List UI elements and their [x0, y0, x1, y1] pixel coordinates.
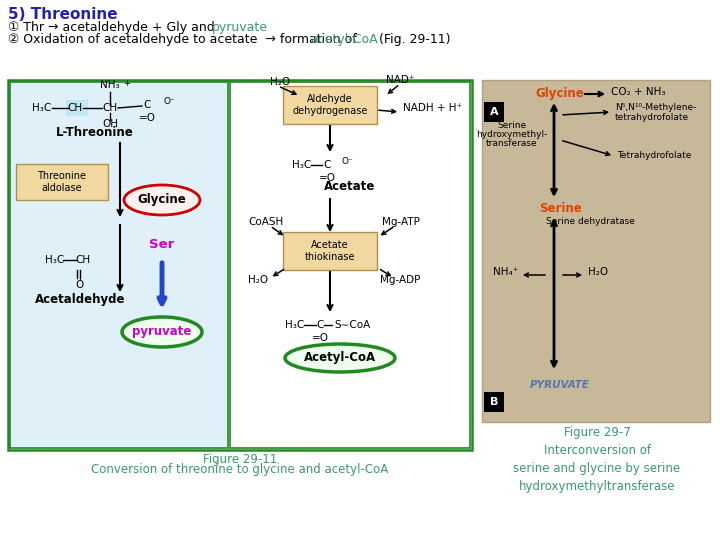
Text: Glycine: Glycine	[536, 87, 585, 100]
FancyBboxPatch shape	[283, 232, 377, 270]
Text: N⁵,N¹⁰-Methylene-: N⁵,N¹⁰-Methylene-	[615, 103, 696, 112]
Ellipse shape	[285, 344, 395, 372]
Text: H₃C: H₃C	[45, 255, 65, 265]
Text: Threonine
aldolase: Threonine aldolase	[37, 171, 86, 193]
FancyBboxPatch shape	[482, 80, 710, 422]
Text: A: A	[490, 107, 498, 117]
Text: H₂O: H₂O	[248, 275, 268, 285]
FancyBboxPatch shape	[10, 82, 228, 448]
Text: O: O	[76, 280, 84, 290]
Text: O⁻: O⁻	[163, 98, 175, 106]
Text: C: C	[143, 100, 150, 110]
FancyBboxPatch shape	[484, 392, 504, 412]
Text: transferase: transferase	[486, 139, 538, 148]
Text: Aldehyde
dehydrogenase: Aldehyde dehydrogenase	[292, 94, 368, 116]
Text: CH: CH	[102, 103, 117, 113]
Text: Ser: Ser	[149, 239, 175, 252]
Text: CoASH: CoASH	[248, 217, 283, 227]
Text: Acetyl-CoA: Acetyl-CoA	[304, 352, 376, 365]
Text: CH: CH	[68, 103, 83, 113]
Text: Conversion of threonine to glycine and acetyl-CoA: Conversion of threonine to glycine and a…	[91, 463, 389, 476]
Text: CH: CH	[76, 255, 91, 265]
Ellipse shape	[124, 185, 200, 215]
Text: +: +	[123, 79, 130, 88]
Text: B: B	[490, 397, 498, 407]
Text: H₃C: H₃C	[32, 103, 52, 113]
FancyBboxPatch shape	[16, 164, 108, 200]
Text: pyruvate: pyruvate	[212, 21, 268, 34]
FancyBboxPatch shape	[230, 82, 470, 448]
Text: =O: =O	[318, 173, 336, 183]
Text: Glycine: Glycine	[138, 193, 186, 206]
Text: 5) Threonine: 5) Threonine	[8, 7, 117, 22]
Text: L-Threonine: L-Threonine	[56, 126, 134, 139]
Text: pyruvate: pyruvate	[132, 326, 192, 339]
Text: OH: OH	[102, 119, 118, 129]
Text: NH₄⁺: NH₄⁺	[492, 267, 518, 277]
Text: S∼CoA: S∼CoA	[334, 320, 370, 330]
Text: C: C	[323, 160, 330, 170]
Text: =O: =O	[138, 113, 156, 123]
Text: H₂O: H₂O	[270, 77, 290, 87]
Text: =O: =O	[312, 333, 328, 343]
Text: Serine: Serine	[498, 121, 526, 130]
Text: ① Thr → acetaldehyde + Gly and: ① Thr → acetaldehyde + Gly and	[8, 21, 219, 34]
Text: NH₃: NH₃	[100, 80, 120, 90]
FancyBboxPatch shape	[66, 100, 88, 116]
Text: NADH + H⁺: NADH + H⁺	[403, 103, 462, 113]
Text: acetyl-CoA: acetyl-CoA	[310, 33, 377, 46]
Text: Serine: Serine	[539, 201, 581, 214]
Text: Tetrahydrofolate: Tetrahydrofolate	[617, 151, 691, 160]
FancyBboxPatch shape	[8, 80, 472, 450]
Text: Acetate
thiokinase: Acetate thiokinase	[305, 240, 355, 262]
Text: Acetate: Acetate	[324, 180, 376, 193]
Text: Figure 29-11: Figure 29-11	[203, 453, 277, 466]
Text: ② Oxidation of acetaldehyde to acetate  → formation of: ② Oxidation of acetaldehyde to acetate →…	[8, 33, 361, 46]
FancyBboxPatch shape	[283, 86, 377, 124]
Text: Figure 29-7
Interconversion of
serine and glycine by serine
hydroxymethyltransfe: Figure 29-7 Interconversion of serine an…	[513, 426, 680, 493]
Text: H₂O: H₂O	[588, 267, 608, 277]
Text: Serine dehydratase: Serine dehydratase	[546, 217, 634, 226]
Text: H₃C: H₃C	[285, 320, 305, 330]
Text: Acetaldehyde: Acetaldehyde	[35, 293, 125, 306]
Text: NAD⁺: NAD⁺	[386, 75, 414, 85]
Text: PYRUVATE: PYRUVATE	[530, 380, 590, 390]
Text: C: C	[316, 320, 324, 330]
Ellipse shape	[122, 317, 202, 347]
Text: |: |	[78, 270, 81, 280]
Text: Mg-ATP: Mg-ATP	[382, 217, 420, 227]
Text: CO₂ + NH₃: CO₂ + NH₃	[611, 87, 665, 97]
Text: O⁻: O⁻	[342, 158, 354, 166]
Text: (Fig. 29-11): (Fig. 29-11)	[375, 33, 451, 46]
Text: hydroxymethyl-: hydroxymethyl-	[477, 130, 548, 139]
Text: Mg-ADP: Mg-ADP	[379, 275, 420, 285]
Text: H₃C: H₃C	[292, 160, 312, 170]
Text: tetrahydrofolate: tetrahydrofolate	[615, 113, 689, 122]
FancyBboxPatch shape	[484, 102, 504, 122]
